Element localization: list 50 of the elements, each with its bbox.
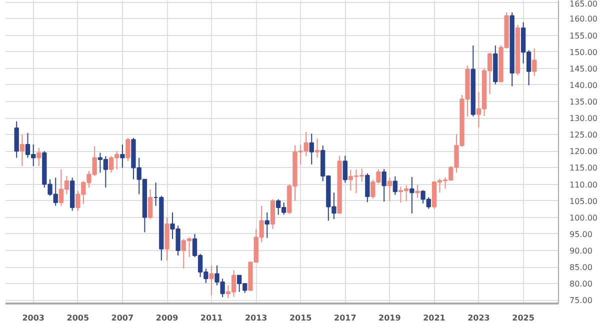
- x-tick-label: 2009: [156, 314, 179, 322]
- candlestick: [392, 176, 398, 196]
- x-tick-label: 2007: [111, 314, 134, 322]
- y-tick-label: 110.00: [570, 180, 598, 190]
- y-tick-label: 135.00: [570, 98, 598, 106]
- x-tick-label: 2011: [200, 314, 224, 322]
- candlestick: [532, 48, 537, 76]
- x-tick-label: 2021: [423, 314, 446, 322]
- y-tick-label: 155.00: [570, 31, 598, 40]
- candlestick: [387, 176, 392, 202]
- y-tick-label: 160.00: [570, 14, 598, 24]
- x-tick-label: 2019: [378, 314, 402, 322]
- candlestick: [270, 198, 276, 230]
- x-tick-label: 2017: [334, 314, 356, 322]
- candlestick: [382, 168, 386, 202]
- y-tick-label: 80.00: [570, 280, 592, 289]
- candlestick: [342, 155, 348, 184]
- y-tick-label: 90.00: [570, 246, 592, 256]
- candlestick: [365, 172, 370, 203]
- y-tick-label: 100.00: [570, 213, 598, 222]
- y-tick-label: 150.00: [570, 48, 598, 57]
- candlestick: [410, 176, 414, 214]
- x-tick-label: 2013: [244, 314, 268, 322]
- x-tick-label: 2005: [66, 314, 90, 322]
- candlestick: [264, 212, 270, 238]
- candlestick: [14, 120, 19, 158]
- y-tick-label: 125.00: [570, 130, 598, 140]
- y-tick-label: 145.00: [570, 64, 598, 74]
- y-tick-label: 130.00: [570, 114, 598, 124]
- x-tick-label: 2023: [468, 314, 490, 322]
- y-tick-label: 75.00: [570, 296, 592, 306]
- candlestick: [120, 144, 125, 168]
- candlestick: [126, 137, 130, 162]
- y-tick-label: 95.00: [570, 230, 592, 239]
- y-tick-label: 115.00: [570, 164, 598, 173]
- candlestick: [20, 134, 24, 167]
- candlestick: [415, 184, 420, 198]
- x-tick-label: 2003: [22, 314, 44, 322]
- y-tick-label: 120.00: [570, 147, 598, 156]
- candlestick: [209, 264, 214, 296]
- candlestick: [148, 188, 153, 220]
- y-tick-label: 85.00: [570, 263, 592, 272]
- candlestick: [36, 147, 42, 167]
- y-tick-label: 165.00: [570, 0, 598, 8]
- y-tick-label: 105.00: [570, 196, 598, 206]
- candlestick: [309, 133, 314, 165]
- x-tick-label: 2025: [512, 314, 535, 322]
- candlestick: [314, 138, 320, 158]
- x-tick-label: 2015: [289, 314, 312, 322]
- y-tick-label: 140.00: [570, 80, 598, 90]
